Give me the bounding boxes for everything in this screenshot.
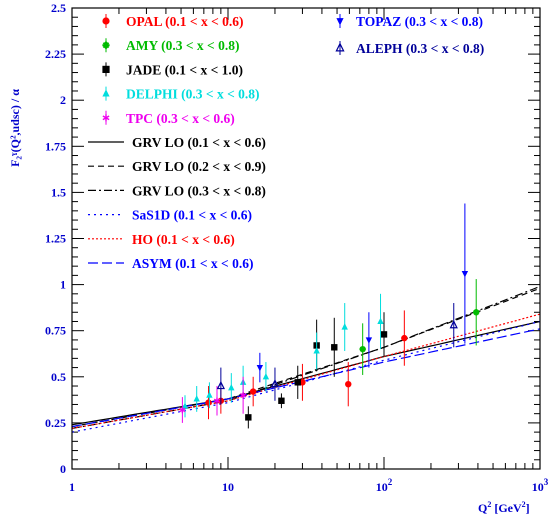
curve — [71, 328, 541, 428]
x-tick-label: 102 — [376, 477, 393, 494]
data-point — [193, 395, 200, 402]
data-point — [377, 317, 384, 325]
legend-label: HO (0.1 < x < 0.6) — [132, 232, 235, 247]
y-tick-label: 0 — [60, 462, 66, 476]
legend-label: DELPHI (0.3 < x < 0.8) — [126, 87, 260, 102]
data-point — [294, 379, 301, 386]
data-point — [331, 344, 338, 351]
y-tick-label: 2.5 — [51, 1, 66, 15]
legend-marker — [102, 17, 110, 25]
data-point — [239, 392, 247, 399]
legend-marker — [102, 65, 110, 73]
data-point — [401, 334, 408, 342]
data-point — [270, 378, 280, 388]
data-point — [181, 402, 189, 409]
data-point — [473, 309, 480, 316]
data-point — [249, 388, 257, 395]
plot-frame — [71, 7, 541, 470]
data-point — [278, 397, 285, 404]
y-tick-label: 0.25 — [45, 416, 66, 430]
legend-label: JADE (0.1 < x < 1.0) — [126, 62, 243, 77]
data-point — [341, 323, 348, 330]
data-point — [179, 406, 186, 414]
data-point — [213, 397, 221, 404]
x-tick-label: 1 — [69, 480, 75, 494]
legend-label: GRV LO (0.3 < x < 0.8) — [132, 183, 266, 198]
data-points — [179, 203, 480, 429]
y-tick-label: 0.75 — [45, 324, 66, 338]
legend-label: OPAL (0.1 < x < 0.6) — [126, 14, 244, 29]
x-axis-label-unit: [GeV — [491, 501, 522, 515]
x-tick-label: 103 — [532, 477, 549, 494]
data-point — [380, 331, 388, 338]
data-point — [365, 337, 373, 344]
legend-label: ALEPH (0.3 < x < 0.8) — [356, 41, 484, 56]
legend-marker — [335, 42, 345, 52]
data-point — [205, 399, 212, 406]
data-point — [228, 384, 235, 391]
x-axis-label-unit-close: ] — [526, 501, 530, 515]
y-tick-label: 2.25 — [45, 47, 66, 61]
data-point — [449, 319, 458, 329]
curve — [71, 285, 541, 429]
curve — [71, 320, 541, 433]
legend-marker — [336, 18, 344, 26]
x-tick-label: 10 — [222, 480, 234, 494]
curve — [71, 320, 541, 426]
x-axis-label-sup: 2 — [487, 500, 491, 509]
x-axis-label-main: Q — [478, 501, 487, 515]
legend: OPAL (0.1 < x < 0.6) AMY (0.3 < x < 0.8) J… — [88, 14, 484, 271]
data-point — [262, 372, 270, 380]
legend-label: TOPAZ (0.3 < x < 0.8) — [356, 14, 483, 29]
model-curves — [71, 285, 541, 433]
legend-label: ASYM (0.1 < x < 0.6) — [132, 256, 254, 271]
data-point — [345, 380, 352, 388]
data-point — [245, 414, 252, 421]
curve — [71, 313, 541, 429]
x-axis-label: Q2 [GeV2] — [478, 500, 530, 515]
legend-label: AMY (0.3 < x < 0.8) — [126, 38, 240, 53]
legend-label: GRV LO (0.1 < x < 0.6) — [132, 135, 266, 150]
data-point — [313, 347, 320, 354]
legend-label: GRV LO (0.2 < x < 0.9) — [132, 159, 266, 174]
legend-label: TPC (0.3 < x < 0.6) — [126, 111, 235, 126]
y-tick-label: 1.25 — [45, 232, 66, 246]
data-point — [359, 345, 366, 353]
legend-label: SaS1D (0.1 < x < 0.6) — [132, 208, 252, 223]
axis-ticks: 0 0.25 0.5 0.75 1 1.25 1.5 1.75 2 2.25 2.5 1 10 102 10… — [45, 1, 549, 494]
legend-marker — [102, 41, 110, 49]
y-tick-label: 1 — [60, 278, 66, 292]
legend-marker — [102, 89, 110, 97]
y-tick-label: 0.5 — [51, 370, 66, 384]
y-axis-label: F₂ˠ(Q²,udsc) / α — [8, 89, 22, 167]
data-point — [256, 365, 264, 372]
y-tick-label: 2 — [60, 93, 66, 107]
legend-marker — [102, 114, 110, 122]
y-tick-label: 1.75 — [45, 139, 66, 153]
curve — [71, 287, 541, 428]
data-point — [216, 380, 226, 390]
x-axis-label-unit-sup: 2 — [522, 500, 526, 509]
data-point — [206, 391, 213, 398]
data-point — [461, 270, 469, 278]
y-tick-label: 1.5 — [51, 185, 66, 199]
